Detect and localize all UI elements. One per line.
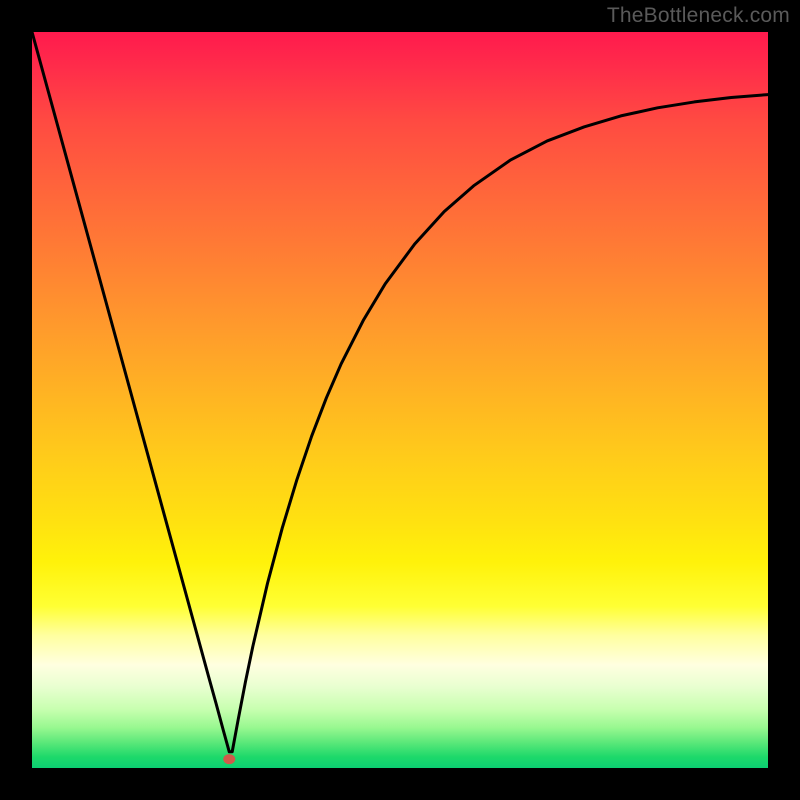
- optimal-point-marker: [223, 754, 235, 764]
- chart-svg: [32, 32, 768, 768]
- chart-canvas: TheBottleneck.com: [0, 0, 800, 800]
- watermark-text: TheBottleneck.com: [607, 4, 790, 28]
- plot-area: [32, 32, 768, 768]
- plot-background: [32, 32, 768, 768]
